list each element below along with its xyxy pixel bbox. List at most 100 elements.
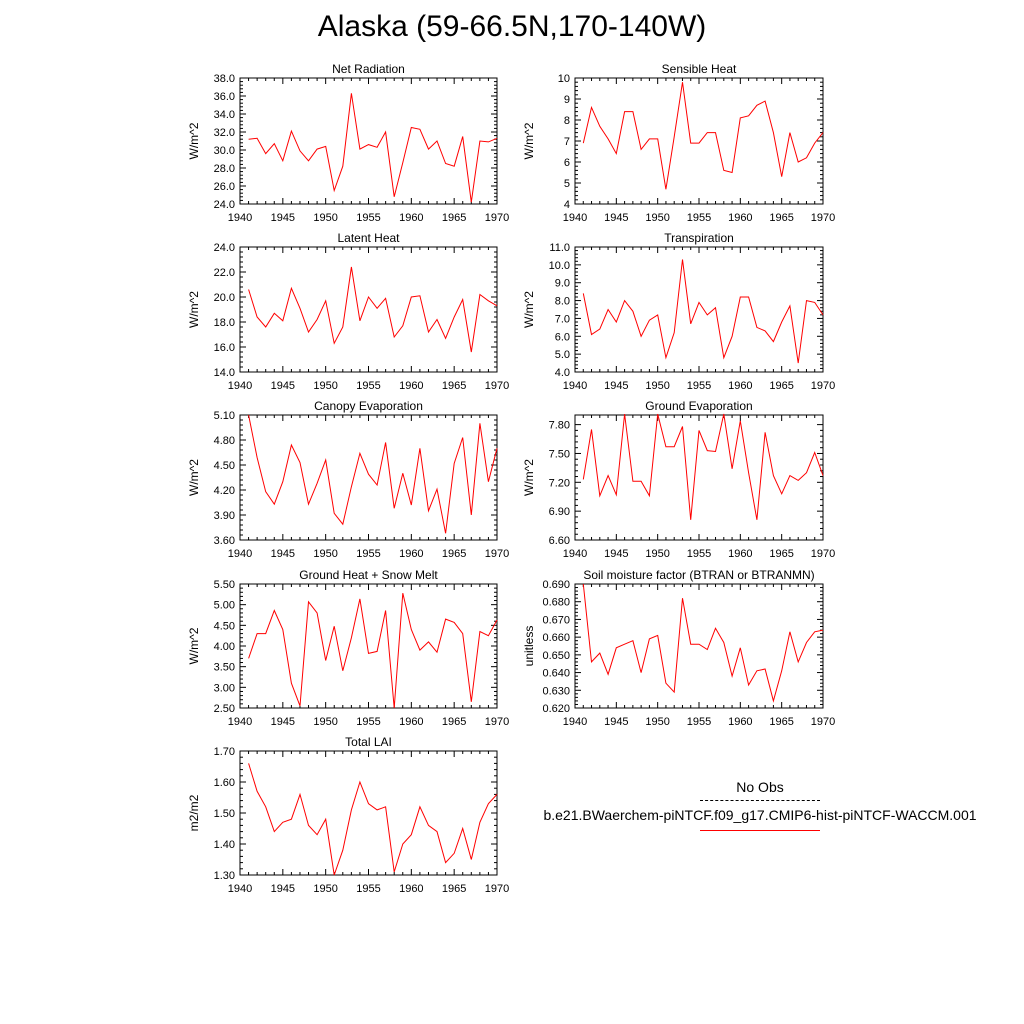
panel-title: Total LAI	[345, 735, 392, 749]
data-point	[583, 583, 584, 584]
data-point	[428, 825, 429, 826]
data-point	[616, 321, 617, 322]
data-point	[789, 631, 790, 632]
y-tick-label: 6.60	[549, 535, 570, 547]
x-tick-label: 1960	[399, 548, 423, 560]
data-point	[822, 132, 823, 133]
data-point	[291, 131, 292, 132]
y-axis-label: m2/m2	[187, 794, 201, 831]
series-line	[582, 82, 824, 190]
x-tick-label: 1955	[687, 380, 711, 392]
x-tick-label: 1950	[645, 716, 669, 728]
data-point	[674, 446, 675, 447]
data-point	[428, 149, 429, 150]
x-tick-label: 1945	[271, 380, 295, 392]
data-point	[781, 670, 782, 671]
x-tick-label: 1950	[313, 883, 337, 895]
data-point	[282, 822, 283, 823]
data-point	[740, 296, 741, 297]
data-point	[402, 162, 403, 163]
data-point	[445, 338, 446, 339]
legend-label-model: b.e21.BWaerchem-piNTCF.f09_g17.CMIP6-his…	[543, 807, 977, 823]
panel-title: Soil moisture factor (BTRAN or BTRANMN)	[583, 568, 814, 582]
x-tick-label: 1960	[728, 212, 752, 224]
data-point	[624, 644, 625, 645]
y-tick-label: 7.80	[549, 420, 570, 432]
data-point	[342, 850, 343, 851]
data-point	[624, 413, 625, 414]
data-point	[765, 330, 766, 331]
data-point	[707, 314, 708, 315]
data-point	[583, 143, 584, 144]
y-tick-label: 5.0	[555, 349, 570, 361]
panel-ground-heat-snow-melt: 1940 1945 1950 1955 1960 1965 1970 2.50 3.00 3.50…	[187, 568, 509, 728]
data-point	[682, 598, 683, 599]
data-point	[402, 473, 403, 474]
data-point	[257, 457, 258, 458]
x-tick-label: 1940	[563, 380, 587, 392]
data-point	[723, 642, 724, 643]
y-tick-label: 1.60	[214, 777, 235, 789]
data-point	[419, 806, 420, 807]
data-point	[274, 504, 275, 505]
data-point	[317, 319, 318, 320]
x-tick-label: 1950	[313, 716, 337, 728]
data-point	[798, 480, 799, 481]
y-tick-label: 0.690	[542, 579, 570, 591]
data-point	[299, 308, 300, 309]
data-point	[822, 314, 823, 315]
data-point	[291, 819, 292, 820]
x-tick-label: 1940	[228, 883, 252, 895]
data-point	[496, 619, 497, 620]
data-point	[376, 147, 377, 148]
x-tick-label: 1940	[228, 716, 252, 728]
y-tick-label: 0.670	[542, 614, 570, 626]
plot-frame	[239, 583, 498, 709]
x-tick-label: 1970	[811, 212, 835, 224]
data-point	[291, 683, 292, 684]
data-point	[376, 484, 377, 485]
y-tick-label: 36.0	[214, 91, 235, 103]
data-point	[376, 308, 377, 309]
y-tick-label: 16.0	[214, 342, 235, 354]
data-point	[781, 176, 782, 177]
data-point	[299, 462, 300, 463]
data-point	[682, 82, 683, 83]
data-point	[368, 474, 369, 475]
data-point	[385, 298, 386, 299]
x-tick-label: 1940	[228, 380, 252, 392]
y-tick-label: 18.0	[214, 317, 235, 329]
data-point	[632, 640, 633, 641]
data-point	[351, 809, 352, 810]
y-tick-label: 4.20	[214, 485, 235, 497]
data-point	[454, 463, 455, 464]
data-point	[632, 481, 633, 482]
data-point	[765, 101, 766, 102]
x-tick-label: 1950	[313, 548, 337, 560]
y-tick-label: 2.50	[214, 703, 235, 715]
data-point	[814, 452, 815, 453]
data-point	[428, 331, 429, 332]
data-point	[698, 430, 699, 431]
x-tick-label: 1945	[604, 716, 628, 728]
data-point	[657, 413, 658, 414]
panel-title: Ground Heat + Snow Melt	[299, 568, 438, 582]
data-point	[394, 707, 395, 708]
data-point	[607, 475, 608, 476]
x-tick-label: 1950	[645, 212, 669, 224]
plot-frame	[239, 750, 498, 876]
data-point	[616, 494, 617, 495]
y-tick-label: 28.0	[214, 163, 235, 175]
data-point	[665, 683, 666, 684]
y-tick-label: 0.630	[542, 685, 570, 697]
x-tick-label: 1940	[228, 548, 252, 560]
data-point	[462, 828, 463, 829]
data-point	[462, 437, 463, 438]
data-point	[657, 314, 658, 315]
y-tick-label: 10	[558, 73, 570, 85]
data-point	[317, 612, 318, 613]
y-tick-label: 9	[564, 94, 570, 106]
data-point	[317, 149, 318, 150]
data-point	[488, 803, 489, 804]
data-point	[674, 332, 675, 333]
